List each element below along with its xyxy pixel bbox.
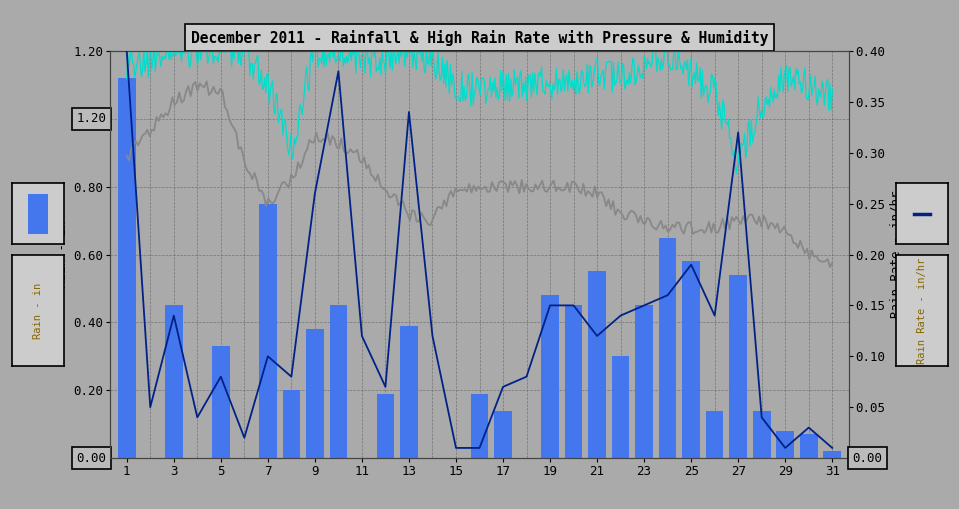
Bar bbox=[259, 204, 276, 458]
Bar bbox=[165, 305, 182, 458]
Bar bbox=[494, 411, 512, 458]
Y-axis label: Rain Rate - in/hr: Rain Rate - in/hr bbox=[890, 191, 902, 318]
Bar bbox=[377, 393, 394, 458]
Bar bbox=[400, 326, 418, 458]
Bar bbox=[800, 434, 818, 458]
Bar bbox=[212, 346, 229, 458]
Bar bbox=[118, 78, 135, 458]
Bar bbox=[730, 275, 747, 458]
Text: Rain - in: Rain - in bbox=[33, 282, 43, 338]
Bar bbox=[753, 411, 770, 458]
Bar bbox=[588, 271, 606, 458]
Bar bbox=[330, 305, 347, 458]
Bar bbox=[706, 411, 723, 458]
Text: 0.00: 0.00 bbox=[77, 451, 106, 465]
Bar bbox=[541, 295, 559, 458]
Bar bbox=[612, 356, 629, 458]
Title: December 2011 - Rainfall & High Rain Rate with Pressure & Humidity: December 2011 - Rainfall & High Rain Rat… bbox=[191, 30, 768, 46]
Bar bbox=[777, 431, 794, 458]
Bar bbox=[283, 390, 300, 458]
Text: 0.00: 0.00 bbox=[853, 451, 882, 465]
Bar bbox=[306, 329, 324, 458]
Bar bbox=[683, 261, 700, 458]
Bar bbox=[659, 238, 676, 458]
Bar bbox=[635, 305, 653, 458]
Bar bbox=[565, 305, 582, 458]
Text: Rain Rate - in/hr: Rain Rate - in/hr bbox=[917, 258, 927, 363]
Y-axis label: Rain - in: Rain - in bbox=[57, 221, 69, 288]
Text: 1.20: 1.20 bbox=[77, 112, 106, 125]
Bar bbox=[471, 393, 488, 458]
Bar bbox=[824, 451, 841, 458]
Bar bbox=[28, 194, 48, 234]
